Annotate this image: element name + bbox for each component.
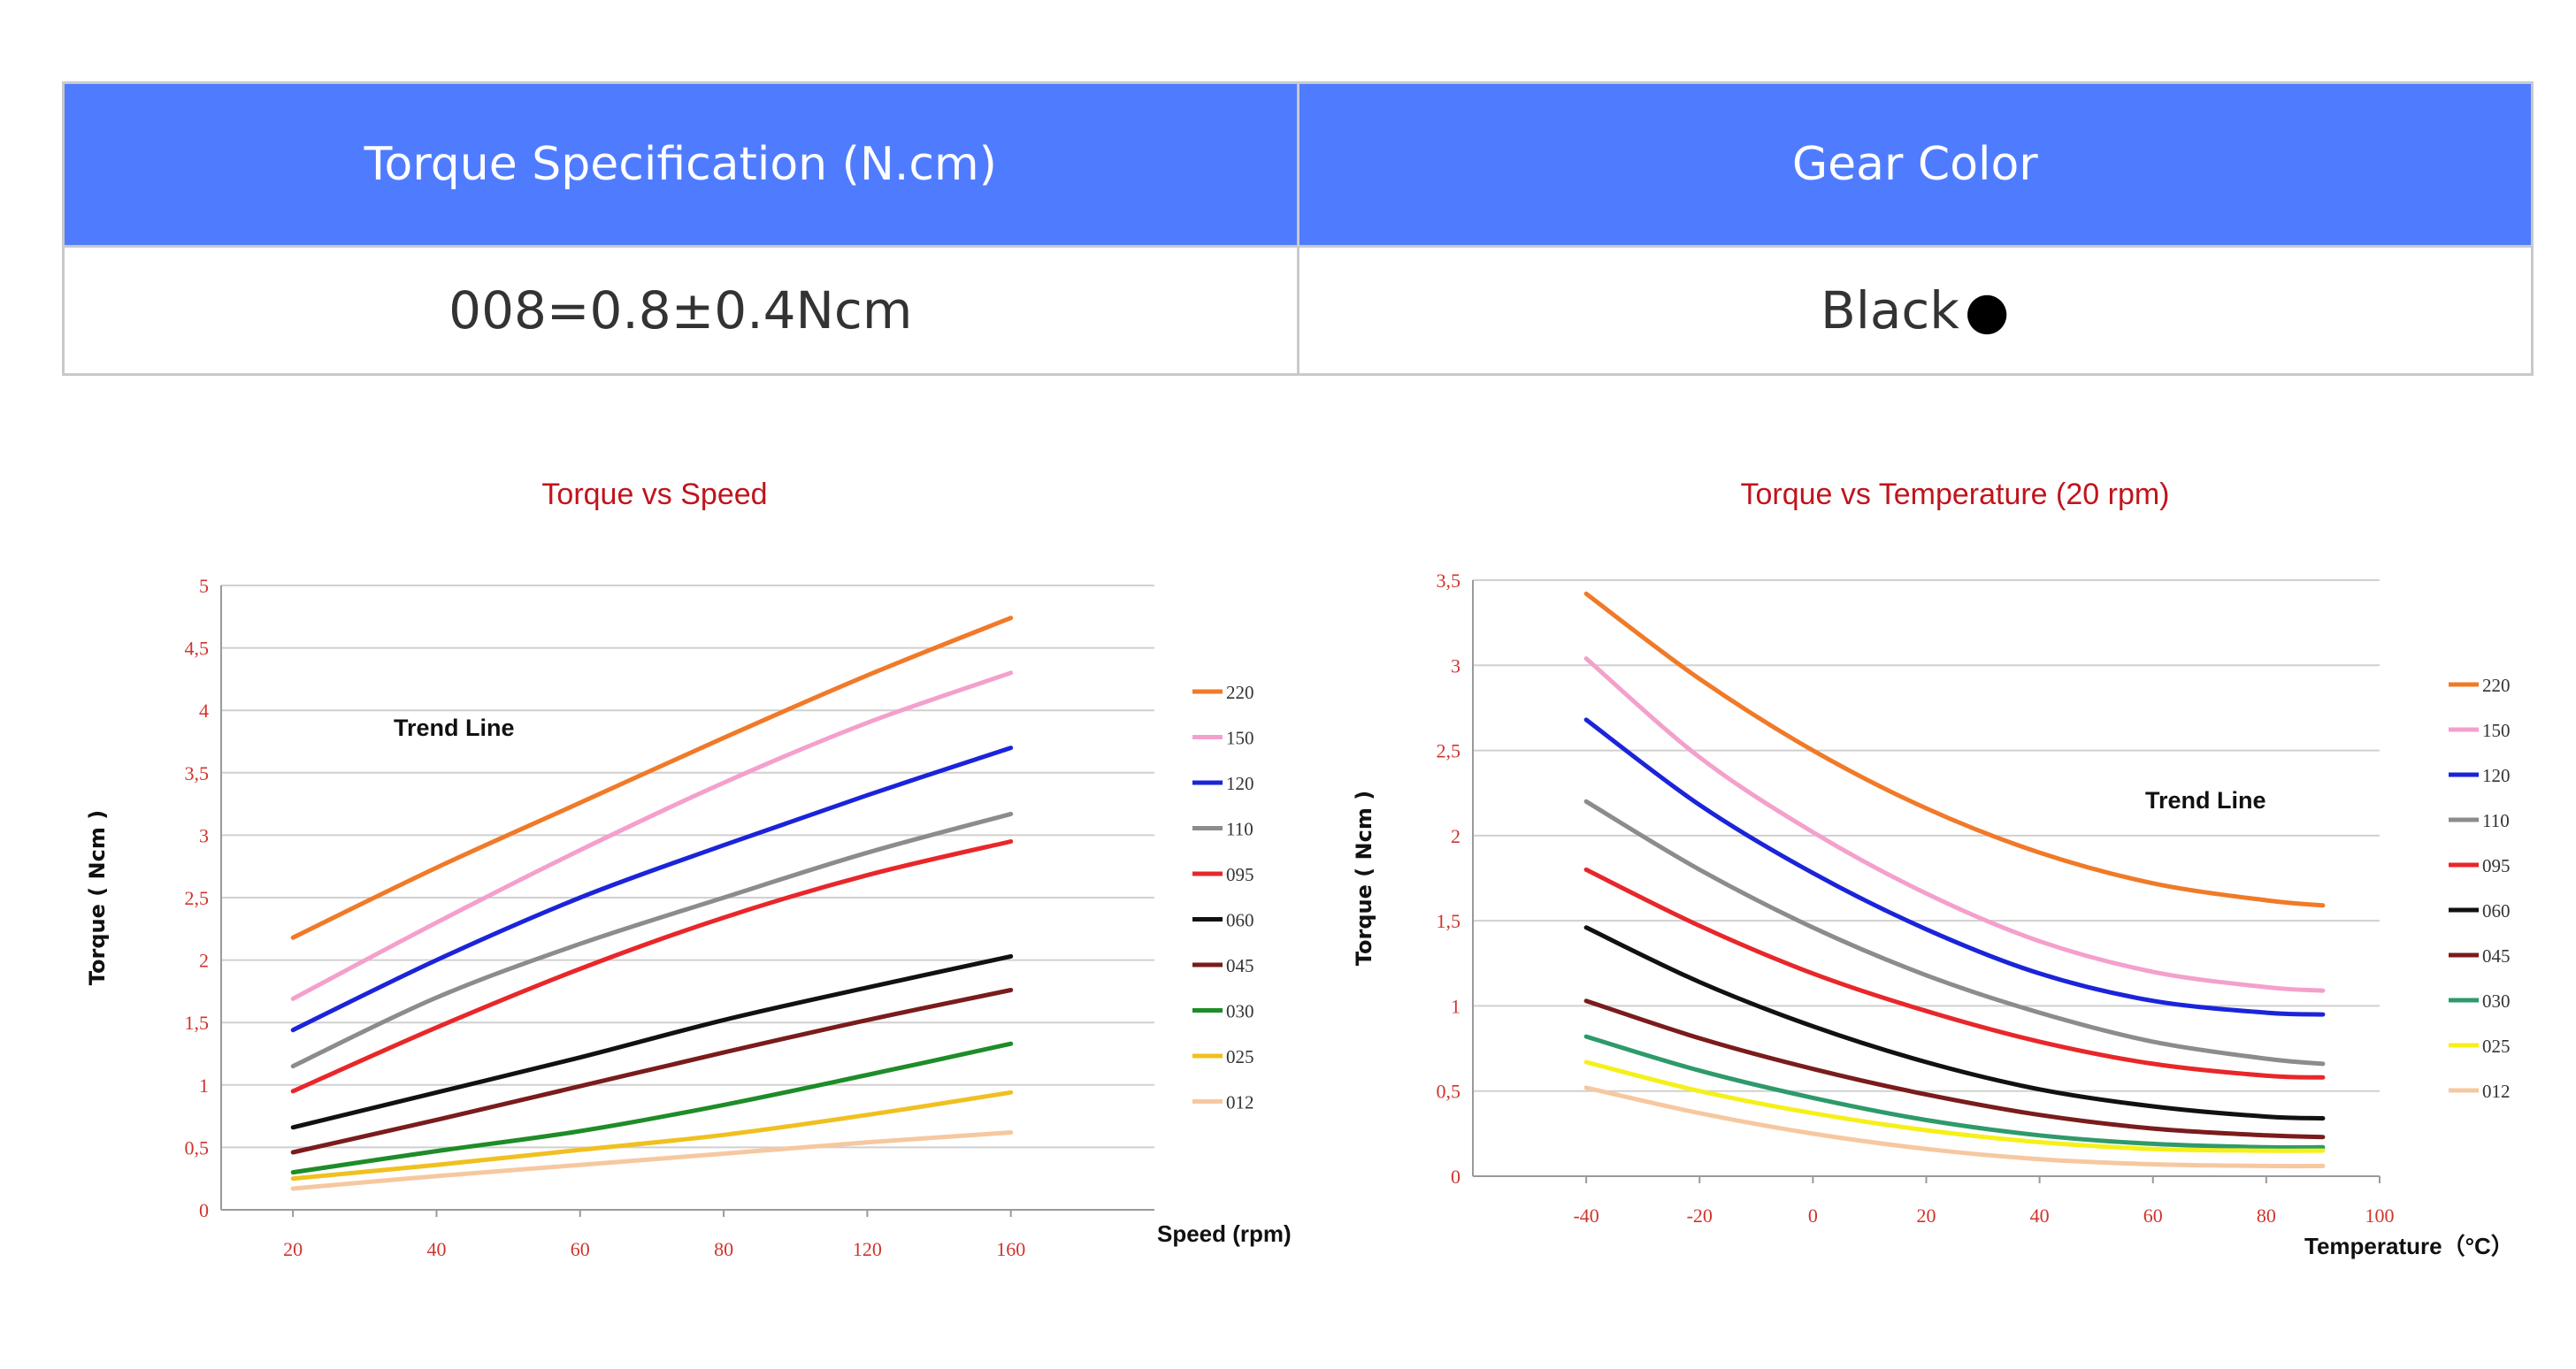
cell-torque-value: 008=0.8±0.4Ncm bbox=[62, 245, 1300, 376]
y-tick-label: 4 bbox=[199, 700, 209, 722]
x-tick-label: 120 bbox=[853, 1238, 882, 1260]
cell-gear-color: Black ● bbox=[1296, 245, 2534, 376]
y-tick-label: 3,5 bbox=[1437, 570, 1461, 592]
legend-label-060: 060 bbox=[2482, 900, 2511, 922]
legend-label-012: 012 bbox=[2482, 1081, 2511, 1102]
y-tick-label: 2 bbox=[1451, 825, 1460, 847]
x-tick-label: 20 bbox=[283, 1238, 303, 1260]
series-line-060 bbox=[1583, 925, 2326, 1120]
series-line-060 bbox=[290, 953, 1014, 1130]
y-tick-label: 2,5 bbox=[185, 887, 210, 909]
black-dot-icon: ● bbox=[1964, 280, 2010, 340]
chart-torque-vs-temperature-svg: Torque vs Temperature (20 rpm)00,511,522… bbox=[1352, 478, 2514, 1259]
series-line-220 bbox=[290, 616, 1014, 940]
x-tick-label: 80 bbox=[2257, 1205, 2276, 1227]
chart-torque-vs-temperature: Torque vs Temperature (20 rpm) 0 0,5 1 1,5 2 2… bbox=[1336, 460, 2557, 1282]
y-tick-label: 0,5 bbox=[1437, 1081, 1461, 1103]
legend-label-110: 110 bbox=[2482, 810, 2510, 831]
chart-title: Torque vs Speed bbox=[541, 478, 767, 511]
x-axis-label: Speed (rpm) bbox=[1157, 1220, 1292, 1247]
x-tick-label: -40 bbox=[1573, 1205, 1598, 1227]
header-gear-color: Gear Color bbox=[1296, 81, 2534, 248]
legend-label-025: 025 bbox=[2482, 1036, 2511, 1057]
y-tick-label: 3,5 bbox=[185, 762, 210, 784]
y-tick-label: 5 bbox=[199, 575, 209, 597]
series-line-045 bbox=[1583, 998, 2326, 1140]
x-tick-label: 100 bbox=[2365, 1205, 2395, 1227]
series-line-030 bbox=[290, 1041, 1014, 1175]
series-line-095 bbox=[1583, 867, 2326, 1080]
x-tick-label: 0 bbox=[1808, 1205, 1818, 1227]
trend-line-annotation: Trend Line bbox=[394, 715, 515, 741]
series-line-120 bbox=[1583, 717, 2326, 1017]
y-tick-label: 3 bbox=[199, 824, 209, 846]
legend-label-150: 150 bbox=[1226, 728, 1254, 749]
series-line-110 bbox=[290, 811, 1014, 1069]
legend-label-030: 030 bbox=[1226, 1001, 1254, 1022]
y-tick-label: 0,5 bbox=[185, 1136, 210, 1159]
torque-spec-table: Torque Specification (N.cm) Gear Color 0… bbox=[62, 81, 2534, 376]
x-tick-label: -20 bbox=[1687, 1205, 1713, 1227]
y-tick-label: 0 bbox=[199, 1199, 209, 1221]
chart-torque-vs-speed: Torque vs Speed 0 0,5 1 1,5 2 2,5 3 3,5 4 4,5 5 20 40… bbox=[71, 460, 1309, 1282]
legend-label-220: 220 bbox=[1226, 682, 1254, 703]
series-line-150 bbox=[1583, 656, 2326, 993]
series-line-025 bbox=[290, 1090, 1014, 1182]
y-tick-label: 1,5 bbox=[1437, 910, 1461, 932]
legend-label-060: 060 bbox=[1226, 910, 1254, 931]
series-line-012 bbox=[1583, 1085, 2326, 1169]
x-tick-label: 60 bbox=[571, 1238, 590, 1260]
x-tick-label: 80 bbox=[714, 1238, 733, 1260]
series-line-030 bbox=[1583, 1034, 2326, 1151]
series-line-095 bbox=[290, 839, 1014, 1094]
series-line-012 bbox=[290, 1130, 1014, 1191]
series-line-220 bbox=[1583, 591, 2326, 908]
y-tick-label: 1 bbox=[1451, 995, 1460, 1017]
header-torque-spec: Torque Specification (N.cm) bbox=[62, 81, 1300, 248]
legend-label-110: 110 bbox=[1226, 819, 1254, 840]
series-line-150 bbox=[290, 670, 1014, 1001]
legend-label-120: 120 bbox=[1226, 773, 1254, 794]
x-tick-label: 40 bbox=[2030, 1205, 2050, 1227]
series-line-025 bbox=[1583, 1059, 2326, 1153]
y-tick-label: 1 bbox=[199, 1075, 209, 1097]
legend-label-045: 045 bbox=[1226, 955, 1254, 976]
y-tick-label: 2,5 bbox=[1437, 740, 1461, 762]
legend-label-095: 095 bbox=[1226, 864, 1254, 885]
x-tick-label: 40 bbox=[426, 1238, 446, 1260]
legend-label-150: 150 bbox=[2482, 720, 2511, 741]
legend-label-120: 120 bbox=[2482, 765, 2511, 786]
x-axis-label: Temperature（°C） bbox=[2304, 1233, 2514, 1259]
chart-title: Torque vs Temperature (20 rpm) bbox=[1740, 478, 2169, 511]
legend-label-095: 095 bbox=[2482, 855, 2511, 876]
y-tick-label: 2 bbox=[199, 950, 209, 972]
series-line-120 bbox=[290, 746, 1014, 1033]
gear-color-text: Black bbox=[1820, 280, 1959, 340]
legend-label-030: 030 bbox=[2482, 990, 2511, 1012]
legend-label-220: 220 bbox=[2482, 675, 2511, 696]
x-tick-label: 160 bbox=[996, 1238, 1025, 1260]
y-tick-label: 1,5 bbox=[185, 1012, 210, 1034]
y-axis-label: Torque ( Ncm ) bbox=[1352, 791, 1376, 966]
y-tick-label: 4,5 bbox=[185, 638, 210, 660]
y-axis-label: Torque ( Ncm ) bbox=[85, 810, 110, 985]
trend-line-annotation: Trend Line bbox=[2145, 787, 2266, 814]
legend-label-012: 012 bbox=[1226, 1092, 1254, 1113]
legend-label-025: 025 bbox=[1226, 1046, 1254, 1067]
x-tick-label: 20 bbox=[1917, 1205, 1936, 1227]
x-tick-label: 60 bbox=[2143, 1205, 2163, 1227]
series-line-110 bbox=[1583, 799, 2326, 1067]
series-line-045 bbox=[290, 988, 1014, 1155]
y-tick-label: 0 bbox=[1451, 1166, 1460, 1188]
y-tick-label: 3 bbox=[1451, 654, 1460, 677]
legend-label-045: 045 bbox=[2482, 945, 2511, 967]
chart-torque-vs-speed-svg: Torque vs Speed 0 0,5 1 1,5 2 2,5 3 3,5 4 4,5 5 20 40… bbox=[85, 478, 1292, 1260]
